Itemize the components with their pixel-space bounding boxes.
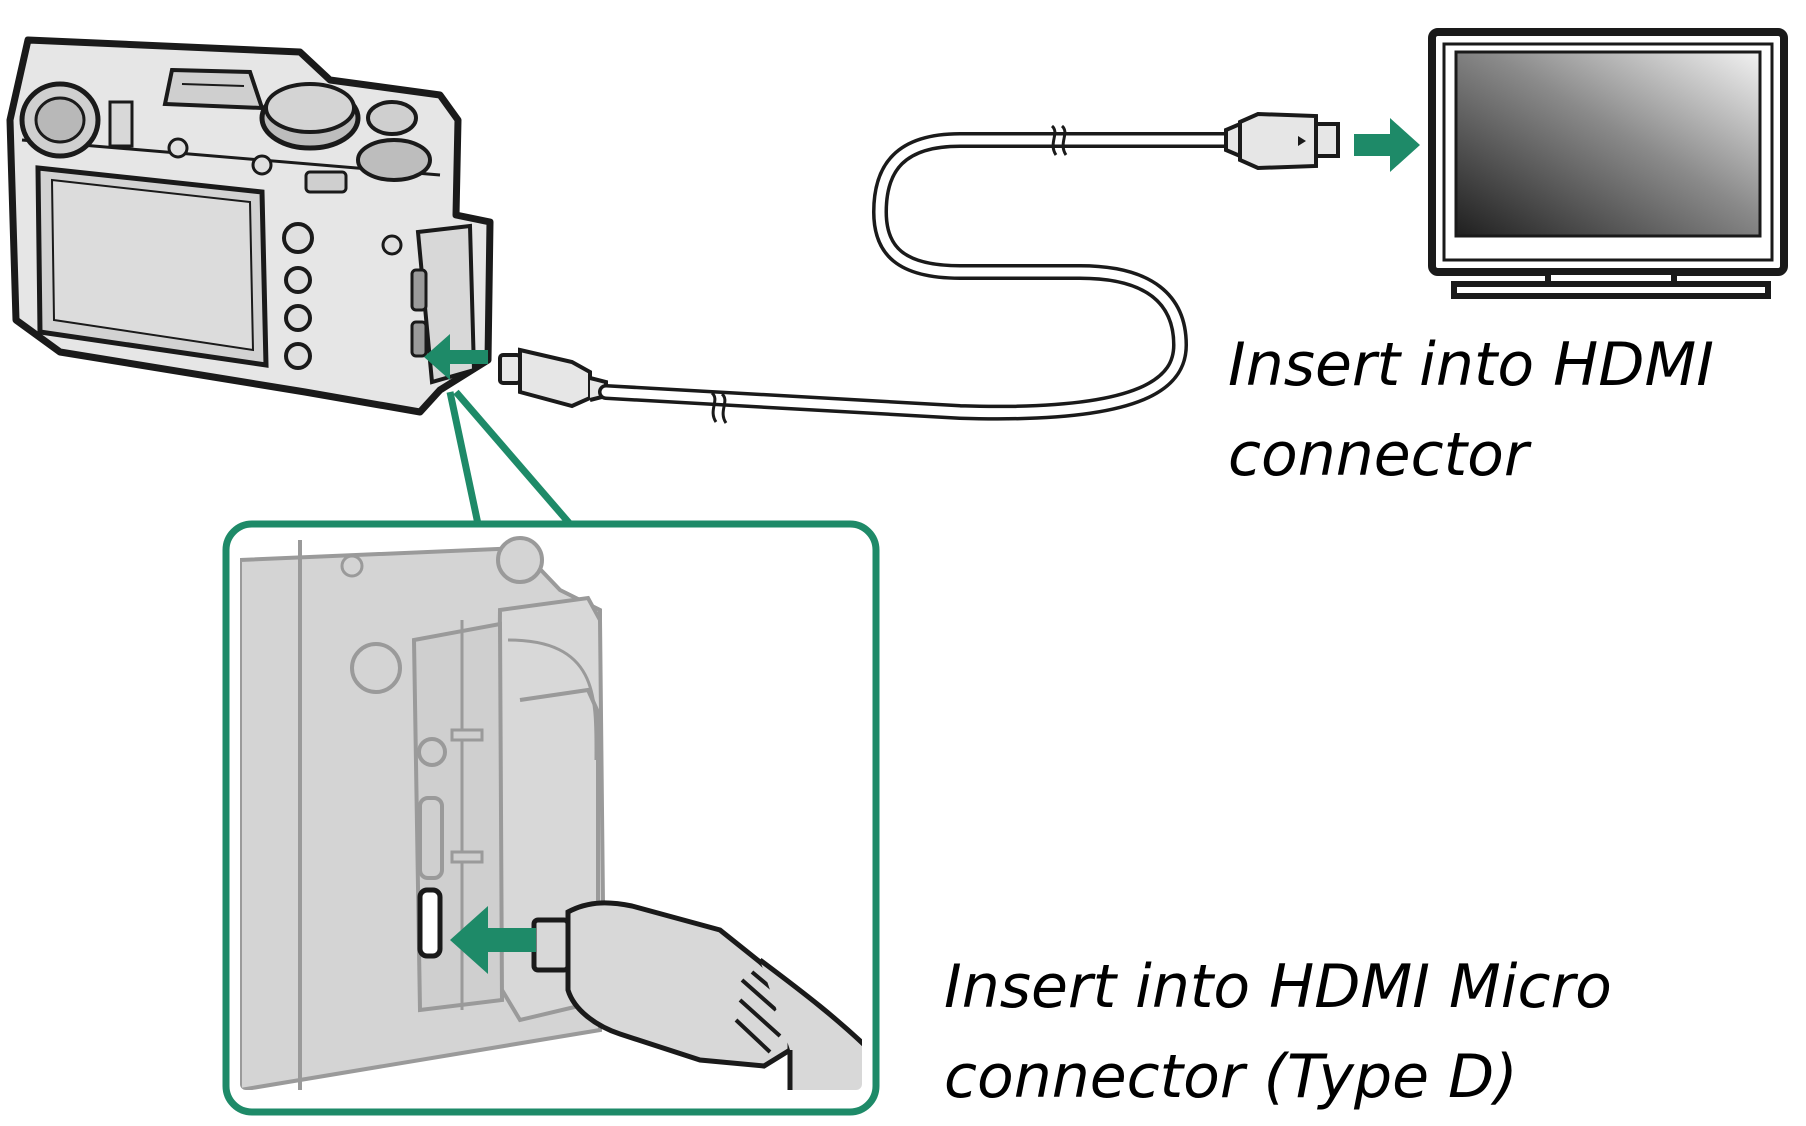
tv-icon — [1428, 28, 1788, 299]
insert-arrow-icon — [424, 334, 488, 380]
hdmi-cable-icon — [498, 111, 1340, 424]
camera-icon — [6, 36, 494, 416]
tv-connector-caption: Insert into HDMI connector — [1228, 320, 1714, 500]
insert-arrow-icon — [1354, 118, 1420, 172]
tv-caption-line-2: connector — [1228, 420, 1529, 490]
camera-connector-caption: Insert into HDMI Micro connector (Type D… — [944, 942, 1612, 1122]
camera-caption-line-1: Insert into HDMI Micro — [944, 952, 1612, 1022]
zoom-callout-icon — [222, 389, 880, 1116]
tv-caption-line-1: Insert into HDMI — [1228, 330, 1714, 400]
camera-caption-line-2: connector (Type D) — [944, 1042, 1518, 1112]
